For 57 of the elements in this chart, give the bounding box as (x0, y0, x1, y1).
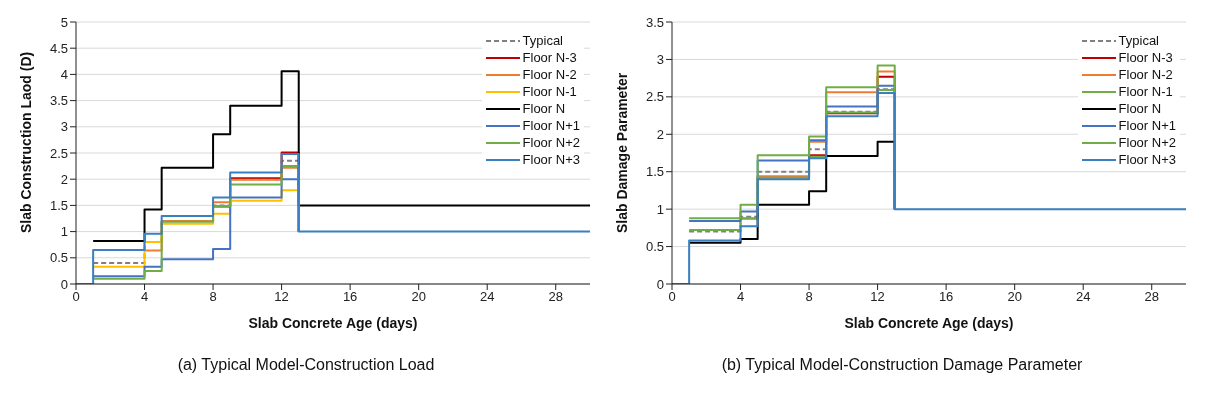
legend-label: Typical (522, 32, 564, 49)
x-tick-label: 4 (736, 289, 745, 305)
x-tick-label: 28 (1144, 289, 1159, 305)
legend-label: Floor N-2 (522, 66, 577, 83)
x-tick-label: 12 (870, 289, 885, 305)
x-tick-label: 8 (805, 289, 813, 305)
y-tick-label: 2 (60, 171, 68, 187)
legend-label: Floor N-1 (1118, 83, 1173, 100)
x-tick-label: 16 (938, 289, 954, 305)
x-tick-label: 0 (72, 289, 80, 305)
y-tick-label: 1 (60, 224, 68, 240)
x-tick-label: 28 (548, 289, 563, 305)
legend-label: Floor N+2 (522, 134, 580, 151)
legend-label: Typical (1118, 32, 1160, 49)
legend-label: Floor N-3 (1118, 49, 1173, 66)
x-tick-label: 8 (209, 289, 217, 305)
y-tick-label: 3.5 (49, 93, 68, 109)
x-tick-label: 4 (140, 289, 149, 305)
y-tick-label: 1 (656, 201, 664, 217)
x-axis-title: Slab Concrete Age (days) (844, 315, 1014, 331)
y-tick-label: 4 (60, 67, 68, 83)
y-tick-label: 2.5 (49, 145, 68, 161)
legend-label: Floor N-1 (522, 83, 577, 100)
x-tick-label: 24 (1075, 289, 1091, 305)
y-tick-label: 3 (656, 52, 664, 68)
y-tick-label: 2 (656, 126, 664, 142)
y-tick-label: 3.5 (645, 14, 664, 30)
y-tick-label: 3 (60, 119, 68, 135)
text: (a) Typical Model-Construction Load (176, 356, 436, 374)
legend-label: Floor N (1118, 100, 1162, 117)
x-tick-label: 0 (668, 289, 676, 305)
legend-label: Floor N (522, 100, 566, 117)
legend-label: Floor N+1 (522, 117, 580, 134)
x-tick-label: 16 (342, 289, 358, 305)
legend-label: Floor N+3 (1118, 151, 1176, 168)
y-tick-label: 1.5 (49, 198, 68, 214)
y-tick-label: 1.5 (645, 164, 664, 180)
x-tick-label: 20 (411, 289, 426, 305)
y-tick-label: 2.5 (645, 89, 664, 105)
y-tick-label: 0 (656, 276, 664, 292)
y-axis-title: Slab Damage Parameter (613, 72, 630, 233)
y-tick-label: 0.5 (49, 250, 68, 266)
x-tick-label: 24 (479, 289, 495, 305)
y-tick-label: 0.5 (645, 239, 664, 255)
legend-label: Floor N+3 (522, 151, 580, 168)
y-tick-label: 5 (60, 14, 68, 30)
x-tick-label: 12 (274, 289, 289, 305)
text: (b) Typical Model-Construction Damage Parameter (720, 356, 1084, 374)
x-tick-label: 20 (1007, 289, 1022, 305)
legend-label: Floor N+2 (1118, 134, 1176, 151)
legend-label: Floor N+1 (1118, 117, 1176, 134)
y-tick-label: 0 (60, 276, 68, 292)
legend-label: Floor N-3 (522, 49, 577, 66)
y-tick-label: 4.5 (49, 40, 68, 56)
x-axis-title: Slab Concrete Age (days) (248, 315, 418, 331)
legend-label: Floor N-2 (1118, 66, 1173, 83)
y-axis-title: Slab Construction Laod (D) (17, 51, 34, 233)
